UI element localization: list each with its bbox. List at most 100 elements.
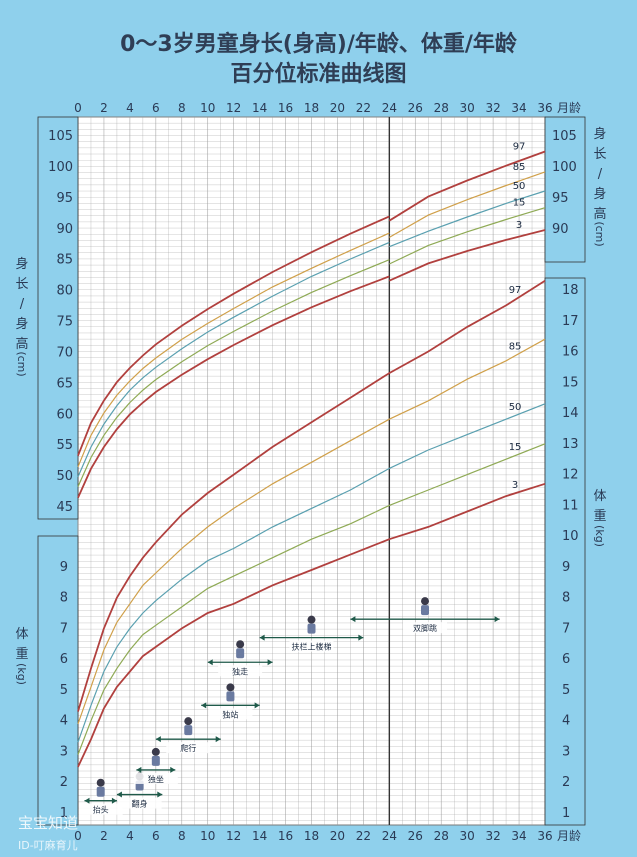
weight-axis-title-left: 体 (15, 627, 28, 642)
x-tick-label-top: 12 (226, 101, 241, 115)
x-tick-label-top: 2 (100, 101, 108, 115)
weight-tick-right: 6 (562, 652, 570, 667)
x-tick-label-bottom: 4 (126, 829, 134, 843)
x-tick-label-bottom: 24 (382, 829, 397, 843)
baby-body-icon (421, 605, 430, 616)
height-axis-title-right: 高 (593, 206, 606, 222)
height-axis-title-left: / (20, 297, 25, 312)
x-tick-label-bottom: 10 (200, 829, 215, 843)
x-tick-label-top: 6 (152, 101, 160, 115)
x-tick-label-top: 18 (304, 101, 319, 115)
height-curve-p50 (77, 241, 390, 477)
weight-tick-right: 4 (562, 714, 570, 729)
weight-tick-right: 16 (562, 345, 579, 360)
weight-curve-p15 (77, 443, 546, 755)
milestone-arrow-left (136, 766, 142, 773)
x-tick-label-top: 20 (330, 101, 345, 115)
height-curve-p50-after-24m (389, 190, 546, 248)
height-tick-left: 70 (56, 345, 73, 360)
watermark-brand: 宝宝知道 (18, 814, 79, 832)
weight-axis-title-right: 重 (593, 508, 606, 524)
height-axis-title-left: 长 (15, 277, 28, 292)
milestone-arrow-left (155, 736, 161, 743)
weight-tick-right: 3 (562, 744, 570, 759)
weight-axis-title-right: 体 (593, 489, 606, 504)
weight-percentile-label: 15 (509, 442, 522, 453)
baby-body-icon (226, 691, 235, 702)
baby-head-icon (236, 640, 245, 649)
height-percentile-label: 15 (513, 198, 526, 209)
milestone-arrow-right (254, 702, 260, 709)
x-unit-label-bottom: 月龄 (557, 829, 581, 843)
height-tick-left: 95 (56, 191, 73, 206)
baby-body-icon (236, 648, 245, 659)
milestone-label: 翻身 (132, 799, 148, 809)
height-tick-left: 90 (56, 222, 73, 237)
height-tick-right: 90 (552, 222, 569, 237)
x-tick-label-top: 14 (252, 101, 267, 115)
height-tick-right: 100 (552, 160, 577, 175)
milestone-arrow-right (267, 659, 273, 666)
milestone-arrow-right (170, 766, 176, 773)
milestone-label-bg (133, 772, 178, 784)
weight-axis-title-right: (kg) (593, 525, 606, 547)
baby-head-icon (307, 615, 316, 624)
weight-tick-right: 9 (562, 560, 570, 575)
milestone-arrow-left (207, 659, 213, 666)
x-tick-label-bottom: 36 (537, 829, 552, 843)
milestone-label-bg (117, 797, 162, 809)
weight-curve-p97 (77, 280, 546, 712)
milestone-arrow-right (111, 797, 117, 804)
height-tick-left: 80 (56, 284, 73, 299)
weight-curve-p85 (77, 338, 546, 724)
milestone-arrow-left (84, 797, 90, 804)
weight-tick-left: 8 (60, 591, 68, 606)
height-tick-left: 105 (48, 129, 73, 144)
milestone-label: 双脚跳 (413, 623, 437, 633)
milestone-label: 抬头 (93, 805, 109, 815)
x-tick-label-top: 8 (178, 101, 186, 115)
baby-head-icon (96, 778, 105, 787)
height-tick-left: 55 (56, 438, 73, 453)
baby-head-icon (151, 747, 160, 756)
weight-tick-right: 18 (562, 283, 579, 298)
x-tick-label-top: 26 (408, 101, 423, 115)
baby-body-icon (307, 623, 316, 634)
x-tick-label-bottom: 14 (252, 829, 267, 843)
weight-percentile-label: 50 (509, 402, 522, 413)
height-curve-p85 (77, 232, 390, 468)
weight-tick-right: 14 (562, 406, 579, 421)
height-tick-left: 75 (56, 315, 73, 330)
milestone-arrow-left (350, 616, 356, 623)
weight-tick-right: 12 (562, 468, 579, 483)
height-axis-title-right: (cm) (593, 221, 606, 246)
x-tick-label-top: 22 (356, 101, 371, 115)
weight-percentile-label: 85 (509, 342, 522, 353)
x-tick-label-bottom: 28 (434, 829, 449, 843)
milestone-label-bg (78, 803, 123, 815)
chart-title: 0～3岁男童身长(身高)/年龄、体重/年龄 (120, 32, 517, 57)
height-tick-right: 105 (552, 129, 577, 144)
height-curve-p3-after-24m (388, 229, 546, 282)
x-tick-label-top: 30 (460, 101, 475, 115)
weight-tick-left: 7 (60, 621, 68, 636)
height-curve-p85-after-24m (389, 171, 546, 238)
x-tick-label-top: 0 (74, 101, 82, 115)
milestone-label: 独站 (222, 709, 238, 719)
milestone-arrow-left (201, 702, 207, 709)
weight-tick-left: 6 (60, 652, 68, 667)
weight-tick-left: 2 (60, 775, 68, 790)
x-tick-label-top: 4 (126, 101, 134, 115)
x-tick-label-bottom: 34 (511, 829, 526, 843)
milestone-label-bg (166, 742, 211, 754)
weight-tick-right: 2 (562, 775, 570, 790)
height-curve-p97-after-24m (388, 150, 546, 222)
x-tick-label-top: 32 (485, 101, 500, 115)
weight-tick-right: 17 (562, 314, 579, 329)
milestone-label-bg (289, 640, 334, 652)
height-tick-left: 45 (56, 500, 73, 515)
height-axis-title-right: 身 (593, 126, 606, 142)
milestone-arrow-left (116, 791, 122, 798)
x-tick-label-top: 28 (434, 101, 449, 115)
